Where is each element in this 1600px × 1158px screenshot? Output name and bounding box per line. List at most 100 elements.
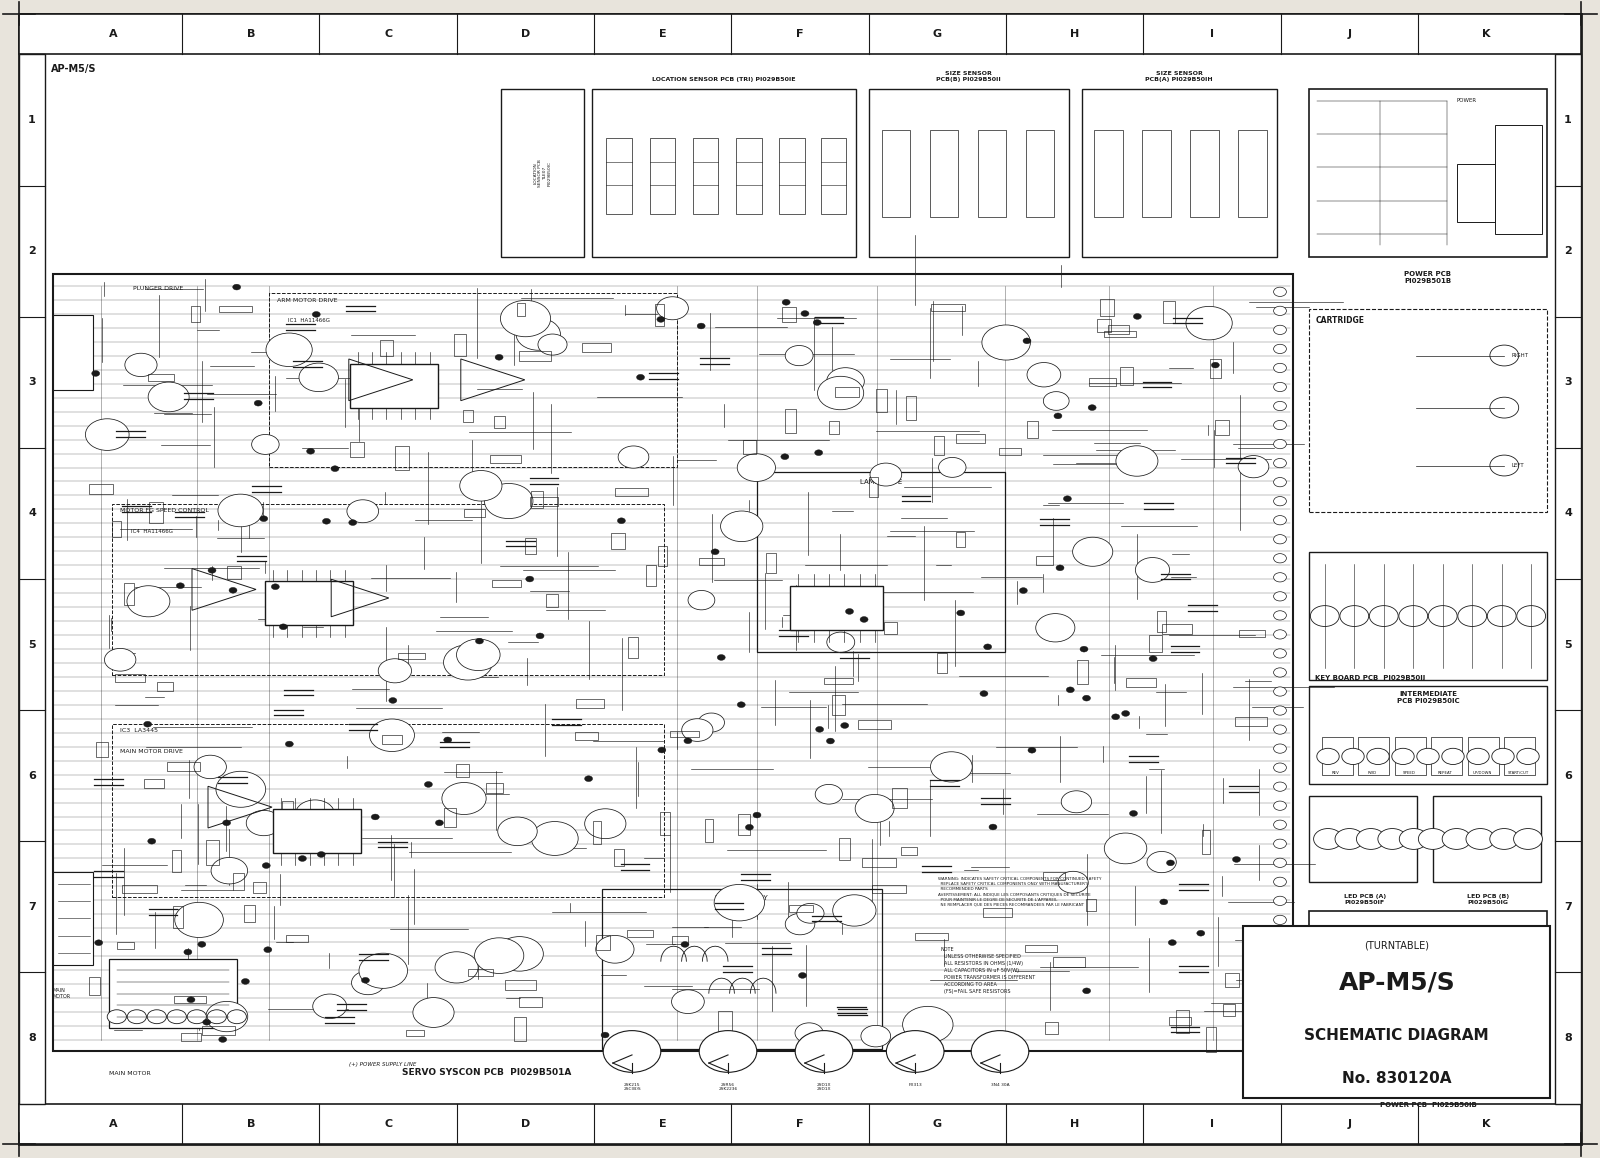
Bar [1325,929,1408,1068]
Bar [885,622,898,633]
Circle shape [1054,413,1062,419]
Bar [658,547,667,566]
Text: J: J [1347,29,1352,39]
Circle shape [312,994,347,1019]
Circle shape [485,483,533,519]
Bar [272,809,362,853]
Circle shape [1274,573,1286,582]
Circle shape [370,719,414,752]
Circle shape [1274,439,1286,448]
Bar [594,821,602,844]
Circle shape [840,723,848,728]
Circle shape [536,633,544,639]
Circle shape [1274,915,1286,924]
Bar [395,446,410,470]
Bar [382,735,403,743]
Bar [1126,677,1157,688]
Bar [125,584,134,606]
Circle shape [531,821,578,856]
Circle shape [1467,748,1490,764]
Circle shape [1357,829,1386,850]
Bar [1104,330,1136,337]
Circle shape [1274,610,1286,620]
Circle shape [538,334,566,356]
Bar [517,303,525,316]
Circle shape [227,1010,246,1024]
Bar [934,437,944,455]
Bar [654,305,664,327]
Circle shape [1310,606,1339,626]
Text: I: I [1210,1119,1214,1129]
Circle shape [1022,338,1030,344]
Bar [1504,738,1536,775]
Text: D: D [520,1119,530,1129]
Text: J: J [1347,1119,1352,1129]
Bar [858,720,891,730]
Circle shape [251,434,278,454]
Circle shape [1490,829,1518,850]
Text: E: E [659,1119,667,1129]
Bar [1456,163,1494,222]
Text: 3: 3 [29,378,35,387]
Bar [1235,717,1267,726]
Circle shape [1490,976,1534,1009]
Circle shape [1274,706,1286,716]
Circle shape [658,316,666,322]
Bar [1206,1027,1216,1051]
Circle shape [307,448,315,454]
Circle shape [218,494,262,527]
Circle shape [498,818,538,845]
Bar [706,820,714,843]
Circle shape [618,518,626,523]
Circle shape [331,466,339,471]
Bar [1395,738,1426,775]
Circle shape [1274,325,1286,335]
Circle shape [979,690,987,696]
Circle shape [517,318,560,350]
Circle shape [94,940,102,946]
Bar [627,637,638,658]
Bar [1000,448,1021,455]
Bar [840,838,850,860]
Circle shape [886,1031,944,1072]
Text: F: F [797,1119,803,1129]
Text: 6: 6 [1565,771,1571,780]
Circle shape [1274,477,1286,486]
Bar [742,440,755,454]
Text: 8: 8 [1565,1033,1571,1043]
Circle shape [198,941,206,947]
Circle shape [299,364,339,391]
Bar [957,532,965,547]
Bar [1432,738,1462,775]
Text: CARTRIDGE: CARTRIDGE [1315,316,1365,325]
Circle shape [595,936,634,963]
Circle shape [688,591,715,610]
Circle shape [672,990,704,1013]
Bar [53,315,93,390]
Bar [582,343,611,352]
Bar [234,873,243,889]
Bar [166,762,200,771]
Circle shape [280,624,288,630]
Bar [693,138,718,213]
Circle shape [187,1010,206,1024]
Circle shape [957,610,965,616]
Circle shape [714,885,765,921]
Text: FX313: FX313 [909,1083,922,1086]
Circle shape [683,738,691,743]
Bar [779,138,805,213]
Bar [514,1017,526,1041]
Circle shape [1066,687,1074,692]
Text: 7: 7 [1565,902,1571,911]
Text: 2: 2 [1565,247,1571,256]
Circle shape [1083,988,1091,994]
Bar [1434,796,1541,882]
Text: 6: 6 [29,771,35,780]
Circle shape [1488,606,1517,626]
Circle shape [1274,382,1286,391]
Bar [1190,131,1219,218]
Text: IC3  LA3445: IC3 LA3445 [120,728,158,733]
Bar [1467,738,1499,775]
Circle shape [738,454,776,482]
Circle shape [1274,743,1286,753]
